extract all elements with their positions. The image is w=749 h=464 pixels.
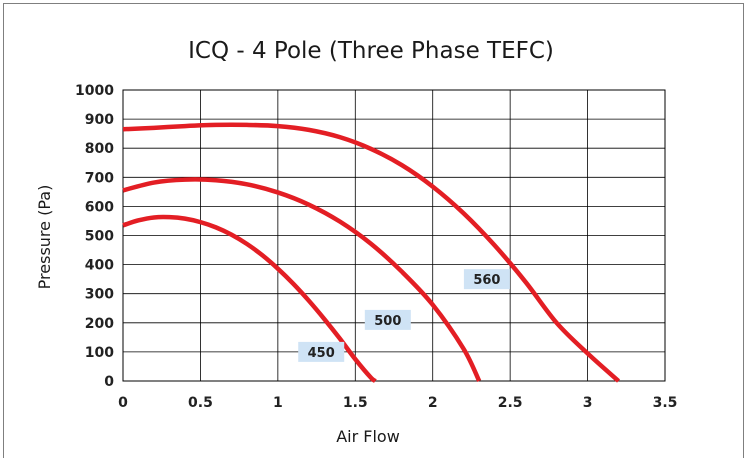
- y-tick-label: 900: [85, 112, 114, 128]
- chart-svg: ICQ - 4 Pole (Three Phase TEFC) 0 100 200 3…: [35, 38, 677, 446]
- curve-label-box: [364, 309, 411, 330]
- chart-frame: ICQ - 4 Pole (Three Phase TEFC) 0 100 200 3…: [3, 3, 744, 458]
- curve-label-text: 560: [473, 273, 500, 288]
- y-tick-label: 100: [85, 345, 114, 361]
- y-tick-label: 800: [85, 141, 114, 157]
- y-axis-ticks: 0 100 200 300 400 500 600 700 800 900 1000: [75, 83, 114, 390]
- x-tick-label: 2.5: [498, 395, 523, 411]
- curve-label-text: 450: [308, 346, 335, 361]
- x-tick-label: 1: [273, 395, 283, 411]
- curve-label-560: 560: [463, 269, 510, 290]
- x-tick-label: 3: [583, 395, 593, 411]
- y-tick-label: 1000: [75, 83, 114, 99]
- x-axis-title: Air Flow: [336, 427, 400, 446]
- x-tick-label: 2: [428, 395, 438, 411]
- y-axis-title: Pressure (Pa): [35, 185, 54, 290]
- y-tick-label: 200: [85, 316, 114, 332]
- x-tick-label: 0: [118, 395, 128, 411]
- y-tick-label: 300: [85, 287, 114, 303]
- curve-label-text: 500: [374, 314, 401, 329]
- x-tick-label: 0.5: [188, 395, 213, 411]
- curve-label-box: [298, 341, 345, 362]
- chart-title: ICQ - 4 Pole (Three Phase TEFC): [188, 38, 554, 64]
- series-layer: [122, 122, 621, 383]
- x-tick-label: 3.5: [653, 395, 678, 411]
- curve-labels-layer: 450 500 560: [298, 269, 510, 362]
- curve-label-450: 450: [298, 341, 345, 362]
- y-tick-label: 0: [104, 374, 114, 390]
- curve-label-500: 500: [364, 309, 411, 330]
- curve-label-box: [463, 269, 510, 290]
- series-560-line: [122, 122, 621, 383]
- x-tick-label: 1.5: [343, 395, 368, 411]
- y-tick-label: 700: [85, 170, 114, 186]
- y-tick-label: 600: [85, 199, 114, 215]
- series-450-line: [122, 214, 377, 383]
- y-tick-label: 400: [85, 258, 114, 274]
- x-axis-ticks: 0 0.5 1 1.5 2 2.5 3 3.5: [118, 395, 677, 411]
- y-tick-label: 500: [85, 229, 114, 245]
- series-500-line: [122, 177, 482, 382]
- grid: [122, 89, 666, 382]
